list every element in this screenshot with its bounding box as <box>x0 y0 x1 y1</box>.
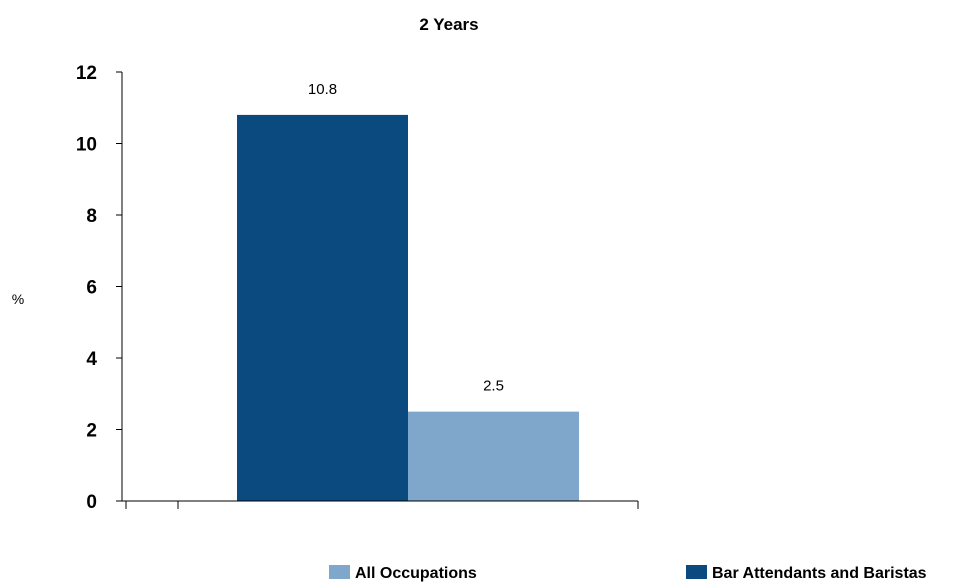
chart-title: 2 Years <box>419 15 478 34</box>
bar-all-occupations <box>408 411 579 501</box>
y-axis-label: % <box>12 291 24 307</box>
y-tick-label: 4 <box>86 349 97 370</box>
y-tick-label: 8 <box>86 206 97 227</box>
legend-label-bar-attendants: Bar Attendants and Baristas <box>712 565 927 582</box>
y-tick-label: 6 <box>86 278 97 299</box>
legend-swatch-all-occupations <box>329 565 350 579</box>
y-tick-label: 10 <box>76 135 97 156</box>
data-label: 10.8 <box>308 81 337 98</box>
bar-bar-attendants-and-baristas <box>237 114 408 502</box>
y-tick-label: 0 <box>86 492 97 513</box>
legend: All Occupations Bar Attendants and Baris… <box>329 565 927 582</box>
data-labels-layer: 10.8 2.5 <box>308 81 504 395</box>
legend-swatch-bar-attendants <box>686 565 707 579</box>
bars-layer <box>237 114 579 502</box>
data-label: 2.5 <box>483 378 504 395</box>
legend-label-all-occupations: All Occupations <box>355 565 477 582</box>
y-tick-label: 2 <box>86 421 97 442</box>
y-axis-ticks: 0 2 4 6 8 10 12 <box>76 63 122 513</box>
y-tick-label: 12 <box>76 63 97 84</box>
